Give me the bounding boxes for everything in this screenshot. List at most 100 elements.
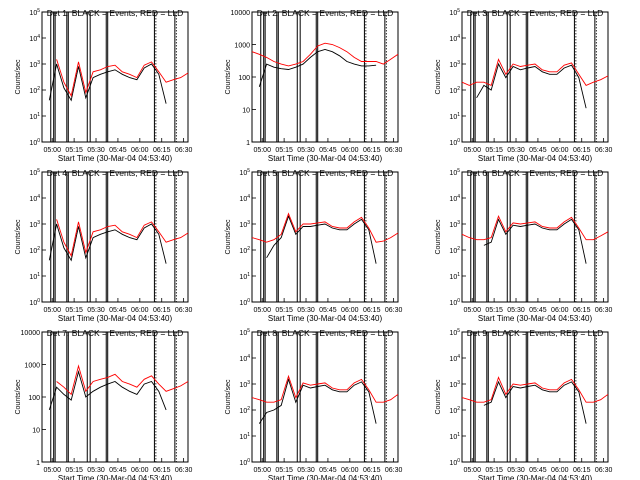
x-tick-label: 05:30 xyxy=(87,307,105,314)
x-tick-label: 05:30 xyxy=(87,147,105,154)
y-axis-label: Counts/sec xyxy=(225,379,232,415)
y-tick-label: 104 xyxy=(29,194,40,203)
chart-title: Det 3: BLACK = Events, RED = LLD xyxy=(467,8,604,18)
y-tick-label: 100 xyxy=(239,458,250,467)
x-tick-label: 06:00 xyxy=(131,307,149,314)
x-tick-label: 05:15 xyxy=(485,147,503,154)
x-tick-label: 06:15 xyxy=(363,147,381,154)
x-tick-label: 05:30 xyxy=(507,467,525,474)
lld-series-line xyxy=(461,58,609,87)
x-tick-label: 06:15 xyxy=(573,307,591,314)
y-tick-label: 100 xyxy=(449,298,460,307)
x-tick-label: 05:00 xyxy=(463,147,481,154)
y-tick-label: 103 xyxy=(449,60,460,69)
chart-title: Det 9: BLACK = Events, RED = LLD xyxy=(467,328,604,338)
x-tick-label: 05:30 xyxy=(507,307,525,314)
events-series-line xyxy=(48,223,167,264)
plot-frame xyxy=(251,11,399,143)
chart-title: Det 6: BLACK = Events, RED = LLD xyxy=(467,168,604,178)
y-tick-label: 101 xyxy=(449,272,460,281)
lld-series-line xyxy=(56,59,189,98)
x-tick-label: 06:15 xyxy=(363,467,381,474)
x-tick-label: 05:45 xyxy=(319,307,337,314)
y-tick-label: 100 xyxy=(29,298,40,307)
x-tick-label: 05:30 xyxy=(507,147,525,154)
lld-series-line xyxy=(56,364,189,396)
x-tick-label: 05:15 xyxy=(485,467,503,474)
lld-series-line xyxy=(251,374,399,403)
chart-panel: Det 3: BLACK = Events, RED = LLD 100 101 10… xyxy=(435,8,612,163)
y-axis-label: Counts/sec xyxy=(225,59,232,95)
x-axis-label: Start Time (30-Mar-04 04:53:40) xyxy=(478,474,593,480)
y-tick-label: 102 xyxy=(449,86,460,95)
events-series-line xyxy=(48,63,167,104)
y-axis-label: Counts/sec xyxy=(15,59,22,95)
y-tick-label: 101 xyxy=(449,112,460,121)
x-tick-label: 05:15 xyxy=(65,147,83,154)
x-axis-label: Start Time (30-Mar-04 04:53:40) xyxy=(58,314,173,323)
y-tick-label: 103 xyxy=(29,220,40,229)
x-axis-label: Start Time (30-Mar-04 04:53:40) xyxy=(268,474,383,480)
x-tick-label: 05:00 xyxy=(253,307,271,314)
plot-frame xyxy=(251,331,399,463)
events-series-line xyxy=(258,377,377,424)
plot-frame xyxy=(461,11,609,143)
y-tick-label: 104 xyxy=(239,354,250,363)
y-tick-label: 101 xyxy=(239,432,250,441)
chart-title: Det 4: BLACK = Events, RED = LLD xyxy=(47,168,184,178)
y-tick-label: 1000 xyxy=(234,43,250,50)
x-tick-label: 06:15 xyxy=(573,147,591,154)
x-tick-label: 05:15 xyxy=(275,147,293,154)
y-tick-label: 105 xyxy=(29,8,40,17)
y-axis-label: Counts/sec xyxy=(225,219,232,255)
chart-panel: Det 1: BLACK = Events, RED = LLD 100 101 10… xyxy=(15,8,192,163)
events-series-line xyxy=(476,62,587,109)
x-tick-label: 06:30 xyxy=(385,147,403,154)
y-axis-label: Counts/sec xyxy=(15,379,22,415)
y-tick-label: 103 xyxy=(449,220,460,229)
chart-panel: Det 2: BLACK = Events, RED = LLD 1 10 100 10… xyxy=(225,8,402,163)
chart-panel: Det 6: BLACK = Events, RED = LLD 100 101 10… xyxy=(435,168,612,323)
y-tick-label: 102 xyxy=(449,246,460,255)
x-tick-label: 05:15 xyxy=(65,307,83,314)
x-tick-label: 06:00 xyxy=(551,307,569,314)
x-tick-label: 06:00 xyxy=(551,467,569,474)
x-tick-label: 06:00 xyxy=(131,467,149,474)
x-tick-label: 05:45 xyxy=(109,147,127,154)
x-tick-label: 06:00 xyxy=(341,467,359,474)
y-tick-label: 101 xyxy=(239,272,250,281)
y-axis-label: Counts/sec xyxy=(435,59,442,95)
y-tick-label: 10000 xyxy=(231,10,251,17)
chart-title: Det 2: BLACK = Events, RED = LLD xyxy=(257,8,394,18)
y-tick-label: 102 xyxy=(29,246,40,255)
x-tick-label: 05:30 xyxy=(87,467,105,474)
x-tick-label: 05:00 xyxy=(463,307,481,314)
x-tick-label: 06:15 xyxy=(153,147,171,154)
x-tick-label: 06:15 xyxy=(363,307,381,314)
x-tick-label: 06:15 xyxy=(153,307,171,314)
y-axis-label: Counts/sec xyxy=(435,379,442,415)
x-tick-label: 06:30 xyxy=(595,147,613,154)
x-tick-label: 05:30 xyxy=(297,307,315,314)
plot-frame xyxy=(41,331,189,463)
lld-series-line xyxy=(461,214,609,241)
y-tick-label: 102 xyxy=(29,86,40,95)
chart-panel: Det 7: BLACK = Events, RED = LLD 1 10 100 10… xyxy=(15,328,192,480)
x-tick-label: 05:45 xyxy=(109,467,127,474)
x-tick-label: 06:00 xyxy=(341,307,359,314)
x-tick-label: 06:00 xyxy=(551,147,569,154)
x-tick-label: 06:30 xyxy=(175,467,193,474)
events-series-line xyxy=(266,214,377,264)
x-tick-label: 05:15 xyxy=(275,467,293,474)
plot-frame xyxy=(461,171,609,303)
y-tick-label: 103 xyxy=(29,60,40,69)
chart-panel: Det 8: BLACK = Events, RED = LLD 100 101 10… xyxy=(225,328,402,480)
y-tick-label: 1000 xyxy=(24,363,40,370)
chart-title: Det 7: BLACK = Events, RED = LLD xyxy=(47,328,184,338)
chart-title: Det 8: BLACK = Events, RED = LLD xyxy=(257,328,394,338)
x-tick-label: 05:15 xyxy=(275,307,293,314)
y-tick-label: 100 xyxy=(239,298,250,307)
y-tick-label: 101 xyxy=(29,112,40,121)
y-axis-label: Counts/sec xyxy=(435,219,442,255)
